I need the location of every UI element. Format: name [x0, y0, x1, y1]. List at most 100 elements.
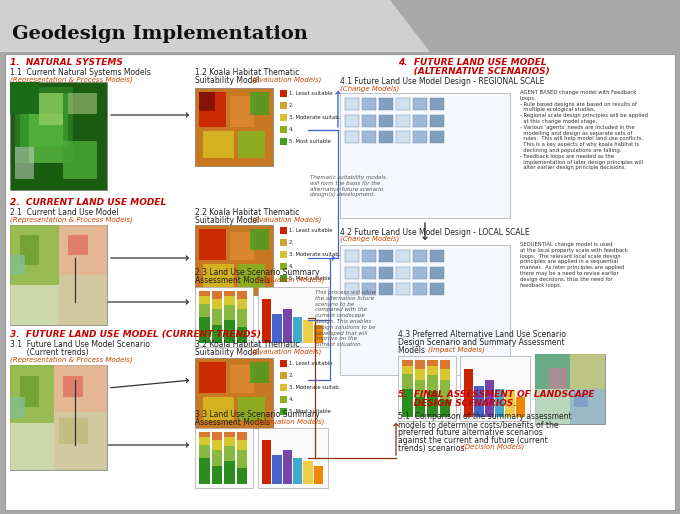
FancyBboxPatch shape: [199, 458, 209, 484]
FancyBboxPatch shape: [199, 361, 226, 393]
FancyBboxPatch shape: [505, 391, 515, 417]
FancyBboxPatch shape: [413, 283, 427, 295]
FancyBboxPatch shape: [39, 93, 63, 125]
FancyBboxPatch shape: [427, 360, 437, 365]
FancyBboxPatch shape: [10, 365, 54, 423]
Text: Design Scenario and Summary Assessment: Design Scenario and Summary Assessment: [398, 338, 564, 347]
FancyBboxPatch shape: [203, 396, 234, 421]
FancyBboxPatch shape: [10, 285, 58, 325]
Text: Assessment Models: Assessment Models: [195, 418, 273, 427]
FancyBboxPatch shape: [485, 380, 494, 417]
Text: 3.  FUTURE LAND USE MODEL (CURRENT TRENDS): 3. FUTURE LAND USE MODEL (CURRENT TRENDS…: [10, 330, 261, 339]
Text: 2.: 2.: [289, 240, 294, 245]
Text: (Current trends): (Current trends): [10, 348, 88, 357]
Text: 1.2 Koala Habitat Thematic: 1.2 Koala Habitat Thematic: [195, 68, 299, 77]
FancyBboxPatch shape: [68, 93, 97, 115]
FancyBboxPatch shape: [195, 287, 253, 347]
FancyBboxPatch shape: [398, 356, 456, 421]
Text: Suitability Model: Suitability Model: [195, 216, 262, 225]
Text: (Impact Models): (Impact Models): [428, 346, 485, 353]
Text: (Representation & Process Models): (Representation & Process Models): [10, 76, 133, 83]
Text: (Representation & Process Models): (Representation & Process Models): [10, 216, 133, 223]
FancyBboxPatch shape: [250, 92, 269, 115]
FancyBboxPatch shape: [280, 275, 287, 282]
Text: 2.  CURRENT LAND USE MODEL: 2. CURRENT LAND USE MODEL: [10, 198, 166, 207]
FancyBboxPatch shape: [413, 115, 427, 127]
FancyBboxPatch shape: [58, 417, 88, 444]
FancyBboxPatch shape: [303, 461, 313, 484]
FancyBboxPatch shape: [415, 380, 425, 397]
FancyBboxPatch shape: [396, 98, 410, 110]
FancyBboxPatch shape: [211, 325, 222, 343]
FancyBboxPatch shape: [203, 264, 234, 288]
Text: 5. Most suitable: 5. Most suitable: [289, 276, 331, 281]
FancyBboxPatch shape: [199, 291, 209, 296]
FancyBboxPatch shape: [313, 325, 323, 343]
FancyBboxPatch shape: [237, 291, 247, 299]
FancyBboxPatch shape: [430, 250, 444, 262]
Text: 3. Moderate suitab.: 3. Moderate suitab.: [289, 385, 340, 390]
FancyBboxPatch shape: [439, 380, 450, 400]
FancyBboxPatch shape: [199, 229, 226, 260]
FancyBboxPatch shape: [224, 320, 235, 343]
Text: 1. Least suitable: 1. Least suitable: [289, 228, 333, 233]
FancyBboxPatch shape: [68, 235, 88, 255]
FancyBboxPatch shape: [293, 458, 303, 484]
FancyBboxPatch shape: [402, 389, 413, 417]
Text: (Evaluation Models): (Evaluation Models): [255, 276, 324, 283]
Text: (Decision Models): (Decision Models): [462, 444, 524, 450]
FancyBboxPatch shape: [430, 115, 444, 127]
FancyBboxPatch shape: [415, 360, 425, 369]
FancyBboxPatch shape: [54, 365, 107, 412]
FancyBboxPatch shape: [280, 239, 287, 246]
FancyBboxPatch shape: [570, 389, 605, 424]
Text: Thematic suitability models
will form the basis for the
alternative future scena: Thematic suitability models will form th…: [310, 175, 386, 197]
Text: 5. Most suitable: 5. Most suitable: [289, 409, 331, 414]
FancyBboxPatch shape: [250, 361, 269, 382]
FancyBboxPatch shape: [5, 54, 675, 510]
FancyBboxPatch shape: [362, 250, 376, 262]
FancyBboxPatch shape: [340, 93, 510, 218]
FancyBboxPatch shape: [199, 296, 209, 304]
FancyBboxPatch shape: [313, 466, 323, 484]
FancyBboxPatch shape: [430, 131, 444, 143]
FancyBboxPatch shape: [238, 131, 265, 158]
FancyBboxPatch shape: [211, 309, 222, 325]
FancyBboxPatch shape: [379, 250, 393, 262]
FancyBboxPatch shape: [58, 225, 107, 275]
FancyBboxPatch shape: [199, 304, 209, 317]
FancyBboxPatch shape: [224, 296, 235, 305]
FancyBboxPatch shape: [20, 235, 39, 265]
FancyBboxPatch shape: [280, 138, 287, 145]
FancyBboxPatch shape: [237, 468, 247, 484]
Text: models to determine costs/benefits of the: models to determine costs/benefits of th…: [398, 420, 558, 429]
Text: against the current and future (current: against the current and future (current: [398, 436, 548, 445]
Polygon shape: [390, 0, 680, 52]
FancyBboxPatch shape: [379, 283, 393, 295]
FancyBboxPatch shape: [362, 98, 376, 110]
Text: 5.  FINAL ASSESSMENT OF LANDSCAPE: 5. FINAL ASSESSMENT OF LANDSCAPE: [398, 390, 594, 399]
FancyBboxPatch shape: [430, 267, 444, 279]
FancyBboxPatch shape: [396, 250, 410, 262]
FancyBboxPatch shape: [262, 299, 271, 343]
FancyBboxPatch shape: [280, 114, 287, 121]
Text: 1.1  Current Natural Systems Models: 1.1 Current Natural Systems Models: [10, 68, 151, 77]
FancyBboxPatch shape: [237, 299, 247, 309]
FancyBboxPatch shape: [396, 267, 410, 279]
FancyBboxPatch shape: [570, 354, 605, 389]
FancyBboxPatch shape: [224, 446, 235, 461]
Text: (Representation & Process Models): (Representation & Process Models): [10, 356, 133, 362]
FancyBboxPatch shape: [237, 309, 247, 327]
FancyBboxPatch shape: [413, 267, 427, 279]
Text: 2.2 Koala Habitat Thematic: 2.2 Koala Habitat Thematic: [195, 208, 299, 217]
Text: 2.: 2.: [289, 373, 294, 378]
FancyBboxPatch shape: [396, 131, 410, 143]
FancyBboxPatch shape: [280, 90, 287, 97]
FancyBboxPatch shape: [15, 87, 73, 163]
FancyBboxPatch shape: [237, 327, 247, 343]
FancyBboxPatch shape: [345, 267, 359, 279]
FancyBboxPatch shape: [439, 360, 450, 369]
FancyBboxPatch shape: [211, 299, 222, 309]
FancyBboxPatch shape: [54, 412, 107, 470]
FancyBboxPatch shape: [345, 98, 359, 110]
